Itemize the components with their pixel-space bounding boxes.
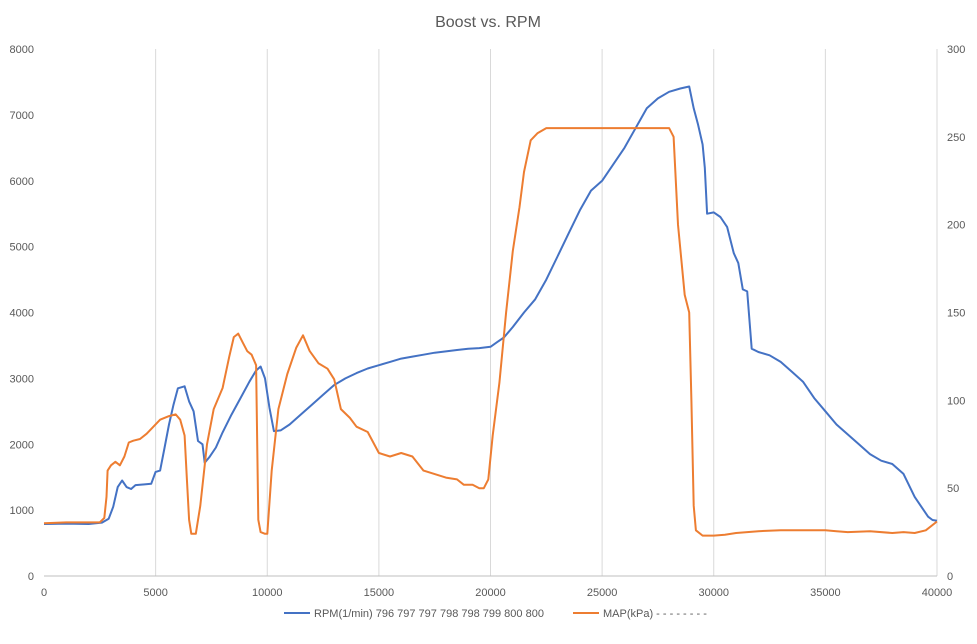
y-tick-label: 2000: [10, 439, 34, 451]
legend-label: MAP(kPa) - - - - - - - -: [603, 608, 707, 620]
rpm-series-line: [43, 85, 938, 525]
x-tick-label: 20000: [475, 587, 506, 599]
x-tick-label: 35000: [810, 587, 841, 599]
y-tick-label: 5000: [10, 242, 34, 254]
x-tick-label: 0: [41, 587, 47, 599]
legend-item-map: MAP(kPa) - - - - - - - -: [573, 608, 707, 620]
chart-title: Boost vs. RPM: [435, 14, 541, 31]
legend-label: RPM(1/min) 796 797 797 798 798 799 800 8…: [314, 608, 544, 620]
y-tick-label: 6000: [10, 176, 34, 188]
y2-tick-label: 150: [947, 308, 965, 320]
axis-layer: 0 5000 10000 15000 20000 25000 30000 35000 40000…: [10, 44, 966, 599]
x-tick-label: 10000: [252, 587, 283, 599]
y-tick-label: 0: [28, 571, 34, 583]
series-layer: [43, 85, 938, 537]
x-tick-label: 25000: [587, 587, 618, 599]
y-tick-label: 7000: [10, 110, 34, 122]
y2-tick-label: 300: [947, 44, 965, 56]
y2-tick-label: 50: [947, 483, 959, 495]
y-tick-label: 8000: [10, 44, 34, 56]
x-tick-label: 15000: [364, 587, 395, 599]
x-tick-label: 40000: [922, 587, 953, 599]
y-tick-label: 4000: [10, 308, 34, 320]
x-tick-label: 30000: [698, 587, 729, 599]
y2-tick-label: 0: [947, 571, 953, 583]
legend-item-rpm: RPM(1/min) 796 797 797 798 798 799 800 8…: [284, 608, 544, 620]
legend: RPM(1/min) 796 797 797 798 798 799 800 8…: [284, 608, 707, 620]
y-tick-label: 3000: [10, 373, 34, 385]
grid-layer: [155, 49, 938, 576]
y-tick-label: 1000: [10, 505, 34, 517]
map-series-line: [43, 127, 938, 537]
y2-tick-label: 200: [947, 220, 965, 232]
y2-tick-label: 250: [947, 132, 965, 144]
x-tick-label: 5000: [143, 587, 167, 599]
y2-tick-label: 100: [947, 395, 965, 407]
